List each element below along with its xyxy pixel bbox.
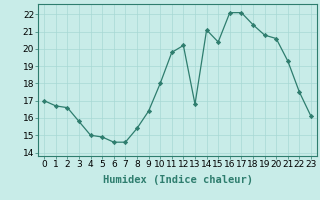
X-axis label: Humidex (Indice chaleur): Humidex (Indice chaleur) bbox=[103, 175, 252, 185]
